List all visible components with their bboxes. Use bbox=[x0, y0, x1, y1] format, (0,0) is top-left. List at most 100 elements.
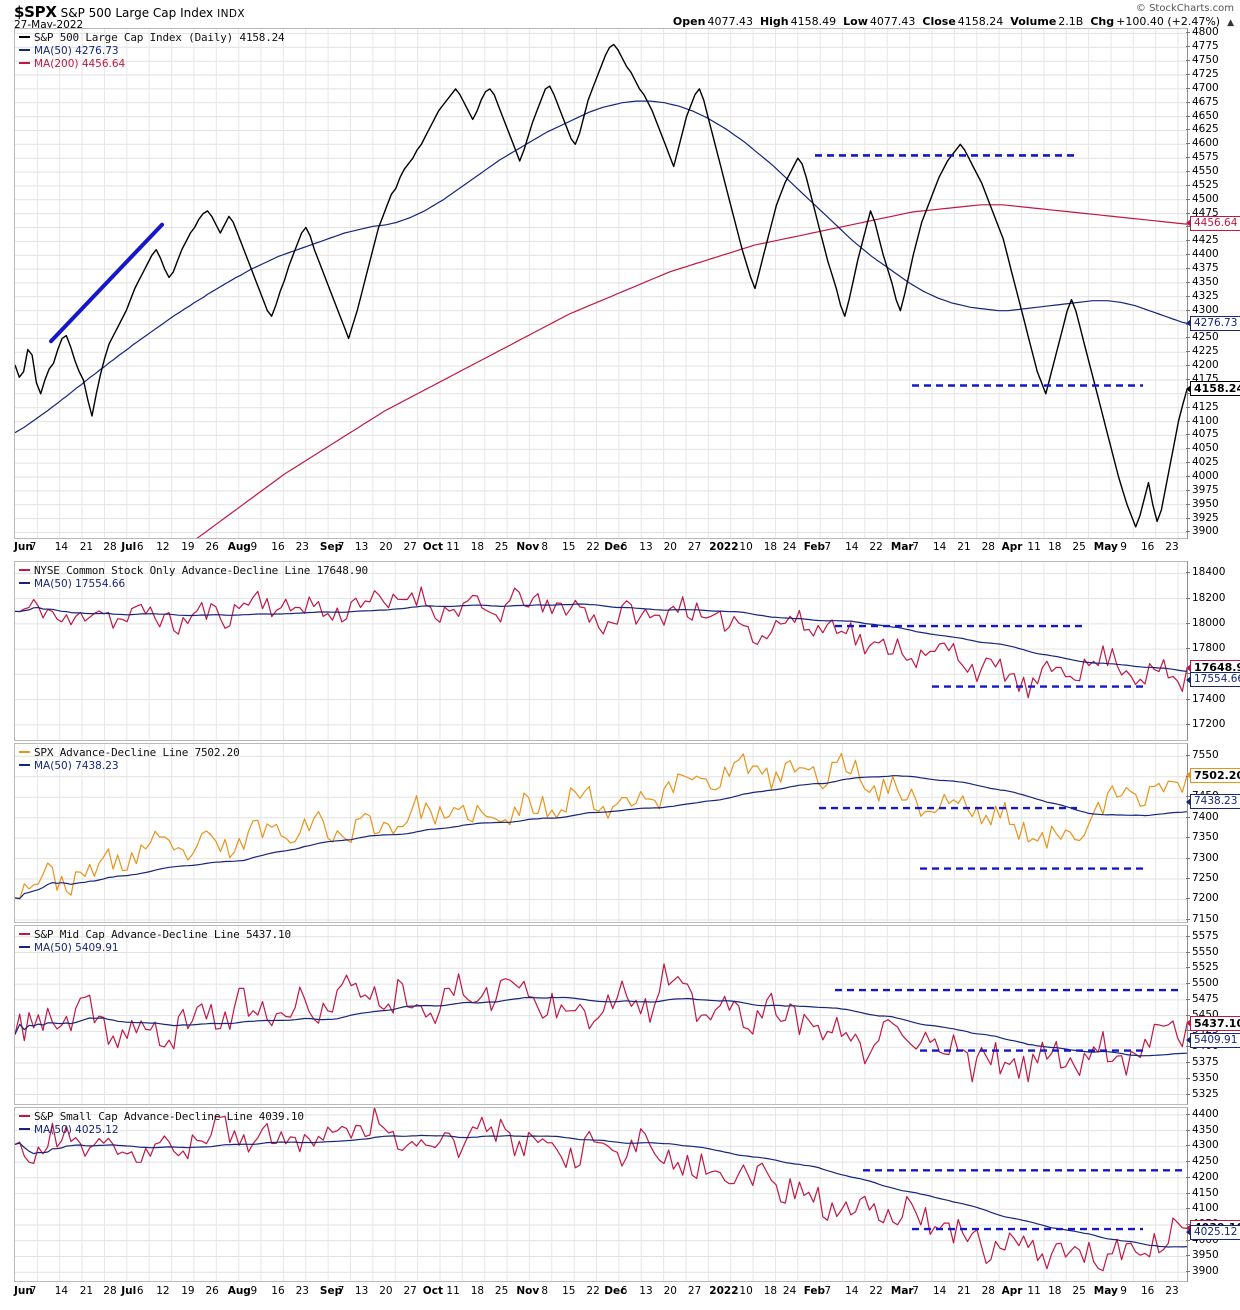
chart-panel-spx-ad-line[interactable]: SPX Advance-Decline Line 7502.20 MA(50) 7… bbox=[14, 743, 1240, 924]
x-axis-tick-label: 11 bbox=[1027, 1285, 1041, 1297]
plot-area-spx-price[interactable]: S&P 500 Large Cap Index (Daily) 4158.24 M… bbox=[14, 28, 1188, 539]
x-axis-tick-label: 9 bbox=[1120, 1285, 1127, 1297]
y-axis-tick-label: 4675 bbox=[1192, 95, 1219, 108]
legend-label: S&P Small Cap Advance-Decline Line 4039.… bbox=[34, 1110, 304, 1123]
legend-color-swatch-icon bbox=[19, 1128, 30, 1130]
stockcharts-brand: © StockCharts.com bbox=[1135, 3, 1234, 14]
x-axis-tick-label: 24 bbox=[782, 541, 797, 553]
y-axis-tick-mark bbox=[1186, 392, 1190, 394]
y-axis-tick-mark bbox=[1186, 517, 1190, 519]
y-axis-tick-mark bbox=[1186, 46, 1190, 48]
price-flag-pointer-icon bbox=[1186, 1228, 1191, 1237]
y-axis-tick-mark bbox=[1186, 857, 1190, 859]
plot-area-spx-ad-line[interactable]: SPX Advance-Decline Line 7502.20 MA(50) 7… bbox=[14, 743, 1188, 923]
y-axis-tick-mark bbox=[1186, 951, 1190, 953]
legend-label: MA(50) 17554.66 bbox=[34, 578, 126, 590]
x-axis-tick-label: Mar bbox=[890, 1285, 914, 1297]
x-axis-tick-label: 8 bbox=[541, 541, 549, 553]
x-axis-tick-label: 2022 bbox=[709, 1285, 739, 1297]
plot-svg-spx-price bbox=[15, 29, 1187, 538]
chart-panel-sp-smallcap-ad-line[interactable]: S&P Small Cap Advance-Decline Line 4039.… bbox=[14, 1107, 1240, 1282]
series-path bbox=[15, 603, 1187, 672]
y-axis-tick-mark bbox=[1186, 998, 1190, 1000]
legend-item: MA(50) 4276.73 bbox=[19, 44, 284, 57]
x-axis-tick-label: 14 bbox=[845, 541, 859, 553]
legend-color-swatch-icon bbox=[19, 751, 30, 753]
price-flag-pointer-icon bbox=[1186, 1036, 1191, 1045]
x-axis-tick-label: Apr bbox=[1001, 1285, 1023, 1297]
y-axis-tick-mark bbox=[1186, 1271, 1190, 1273]
x-axis-tick-label: 22 bbox=[586, 541, 600, 553]
series-path bbox=[15, 963, 1187, 1083]
x-axis-tick-label: 16 bbox=[271, 541, 285, 553]
legend-item: SPX Advance-Decline Line 7502.20 bbox=[19, 746, 240, 759]
x-axis-tick-label: 14 bbox=[845, 1285, 859, 1297]
y-axis-tick-label: 4325 bbox=[1192, 289, 1219, 302]
y-axis-tick-mark bbox=[1186, 143, 1190, 145]
y-axis-tick-label: 4475 bbox=[1192, 206, 1219, 219]
x-axis-tick-label: 21 bbox=[79, 541, 94, 553]
chart-header: $SPX S&P 500 Large Cap Index INDX bbox=[14, 2, 245, 21]
plot-area-nyse-ad-line[interactable]: NYSE Common Stock Only Advance-Decline L… bbox=[14, 561, 1188, 741]
x-axis-tick-label: 24 bbox=[782, 1285, 797, 1297]
y-axis-tick-label: 3950 bbox=[1192, 1249, 1219, 1262]
plot-area-sp-midcap-ad-line[interactable]: S&P Mid Cap Advance-Decline Line 5437.10… bbox=[14, 925, 1188, 1105]
y-axis-tick-label: 3925 bbox=[1192, 511, 1219, 524]
y-axis-tick-label: 4250 bbox=[1192, 331, 1219, 344]
y-axis-tick-label: 7300 bbox=[1192, 851, 1219, 864]
legend-item: MA(50) 5409.91 bbox=[19, 941, 291, 954]
y-axis-tick-mark bbox=[1186, 531, 1190, 533]
y-axis-tick-mark bbox=[1186, 983, 1190, 985]
y-axis-tick-label: 4300 bbox=[1192, 1139, 1219, 1152]
y-axis-tick-mark bbox=[1186, 878, 1190, 880]
y-axis-tick-mark bbox=[1186, 212, 1190, 214]
y-axis-tick-mark bbox=[1186, 337, 1190, 339]
y-axis-tick-label: 4525 bbox=[1192, 178, 1219, 191]
x-axis-tick-label: 10 bbox=[739, 541, 753, 553]
y-axis-tick-label: 4550 bbox=[1192, 165, 1219, 178]
y-axis-tick-mark bbox=[1186, 268, 1190, 270]
legend-label: MA(50) 7438.23 bbox=[34, 760, 119, 772]
y-axis-tick-mark bbox=[1186, 489, 1190, 491]
y-axis-tick-mark bbox=[1186, 1145, 1190, 1147]
y-axis-tick-mark bbox=[1186, 101, 1190, 103]
x-axis-tick-label: 7 bbox=[337, 541, 345, 553]
y-axis-tick-label: 18200 bbox=[1192, 591, 1226, 604]
x-axis-tick-label: 11 bbox=[446, 541, 460, 553]
x-axis-tick-label: Nov bbox=[516, 541, 540, 553]
x-axis-tick-label: 11 bbox=[446, 1285, 460, 1297]
y-axis-tick-mark bbox=[1186, 597, 1190, 599]
chart-panel-spx-price[interactable]: S&P 500 Large Cap Index (Daily) 4158.24 M… bbox=[14, 27, 1240, 539]
x-axis-tick-label: Dec bbox=[604, 541, 627, 553]
chart-panel-sp-midcap-ad-line[interactable]: S&P Mid Cap Advance-Decline Line 5437.10… bbox=[14, 925, 1240, 1105]
price-flag: 4276.73 bbox=[1186, 315, 1240, 331]
price-flag: 5437.10 bbox=[1186, 1015, 1240, 1031]
y-axis-tick-mark bbox=[1186, 967, 1190, 969]
y-axis-tick-label: 7200 bbox=[1192, 892, 1219, 905]
price-flag: 4025.12 bbox=[1186, 1224, 1240, 1240]
y-axis-tick-mark bbox=[1186, 434, 1190, 436]
x-axis-tick-label: 12 bbox=[156, 541, 170, 553]
price-flag-value: 17648.90 bbox=[1194, 661, 1240, 675]
x-axis-tick-label: 13 bbox=[639, 1285, 653, 1297]
symbol-name: S&P 500 Large Cap Index bbox=[60, 6, 214, 20]
y-axis-tick-label: 5525 bbox=[1192, 961, 1219, 974]
legend-item: NYSE Common Stock Only Advance-Decline L… bbox=[19, 564, 368, 577]
y-axis-tick-label: 4500 bbox=[1192, 192, 1219, 205]
legend-color-swatch-icon bbox=[19, 764, 30, 766]
x-axis-tick-label: 12 bbox=[156, 1285, 170, 1297]
x-axis-tick-label: Jun bbox=[14, 1285, 33, 1297]
y-axis-tick-mark bbox=[1186, 1030, 1190, 1032]
legend-color-swatch-icon bbox=[19, 933, 30, 935]
price-flag-value: 4276.73 bbox=[1194, 316, 1238, 329]
y-axis-tick-mark bbox=[1186, 1046, 1190, 1048]
y-axis-tick-mark bbox=[1186, 406, 1190, 408]
plot-area-sp-smallcap-ad-line[interactable]: S&P Small Cap Advance-Decline Line 4039.… bbox=[14, 1107, 1188, 1282]
y-axis-tick-mark bbox=[1186, 365, 1190, 367]
chg-value: +100.40 (+2.47%) bbox=[1116, 15, 1221, 28]
y-axis-tick-label: 4225 bbox=[1192, 345, 1219, 358]
chart-panel-nyse-ad-line[interactable]: NYSE Common Stock Only Advance-Decline L… bbox=[14, 561, 1240, 741]
y-axis-tick-label: 5500 bbox=[1192, 977, 1219, 990]
y-axis-tick-mark bbox=[1186, 837, 1190, 839]
y-axis-tick-mark bbox=[1186, 60, 1190, 62]
